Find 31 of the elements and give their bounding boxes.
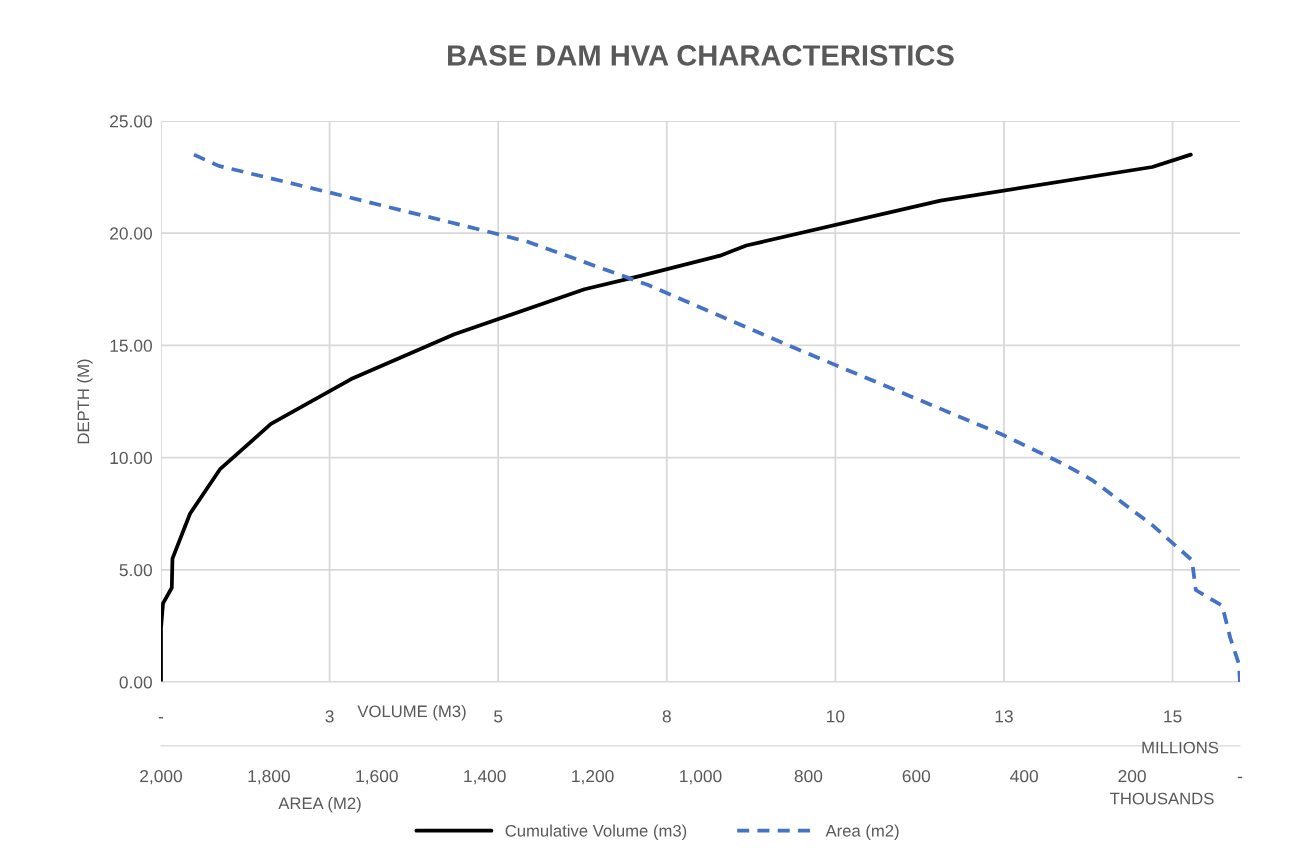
x-tick-label: 8 [662,710,671,723]
x2-tick-label: 800 [794,769,823,783]
chart-title: BASE DAM HVA CHARACTERISTICS [448,45,954,66]
y-tick-label: 15.00 [110,339,152,352]
x2-tick-label: 400 [1010,769,1039,783]
x2-tick-label: - [1237,776,1243,779]
x2-tick-label: 600 [902,769,931,783]
x2-axis-title: AREA (M2) [278,797,361,813]
x-tick-label: 10 [827,710,845,723]
x-tick-label: 15 [1164,710,1182,723]
x-tick-label: 13 [995,710,1013,723]
x2-tick-label: 1,600 [356,769,398,785]
x-tick-label: 3 [325,710,334,723]
x2-tick-label: 1,400 [464,769,506,785]
x2-tick-label: 2,000 [140,769,183,785]
x2-tick-label: 1,800 [248,769,290,785]
y-tick-label: 25.00 [110,115,152,128]
x2-tick-label: 200 [1118,769,1146,783]
legend-label: Cumulative Volume (m3) [505,824,687,840]
y-tick-label: 10.00 [110,451,152,465]
x-axis-title: VOLUME (M3) [357,705,466,721]
legend-label: Area (m2) [825,824,899,840]
text: THOUSANDS [1110,792,1214,805]
y-tick-label: 0.00 [119,676,152,689]
x-tick-label: 5 [494,710,503,723]
y-tick-label: 20.00 [110,227,152,240]
text: MILLIONS [1142,741,1219,754]
x2-tick-label: 1,000 [680,769,722,785]
y-axis-title: DEPTH (M) [77,359,93,444]
x2-tick-label: 1,200 [572,769,614,785]
y-tick-label: 5.00 [119,563,152,577]
